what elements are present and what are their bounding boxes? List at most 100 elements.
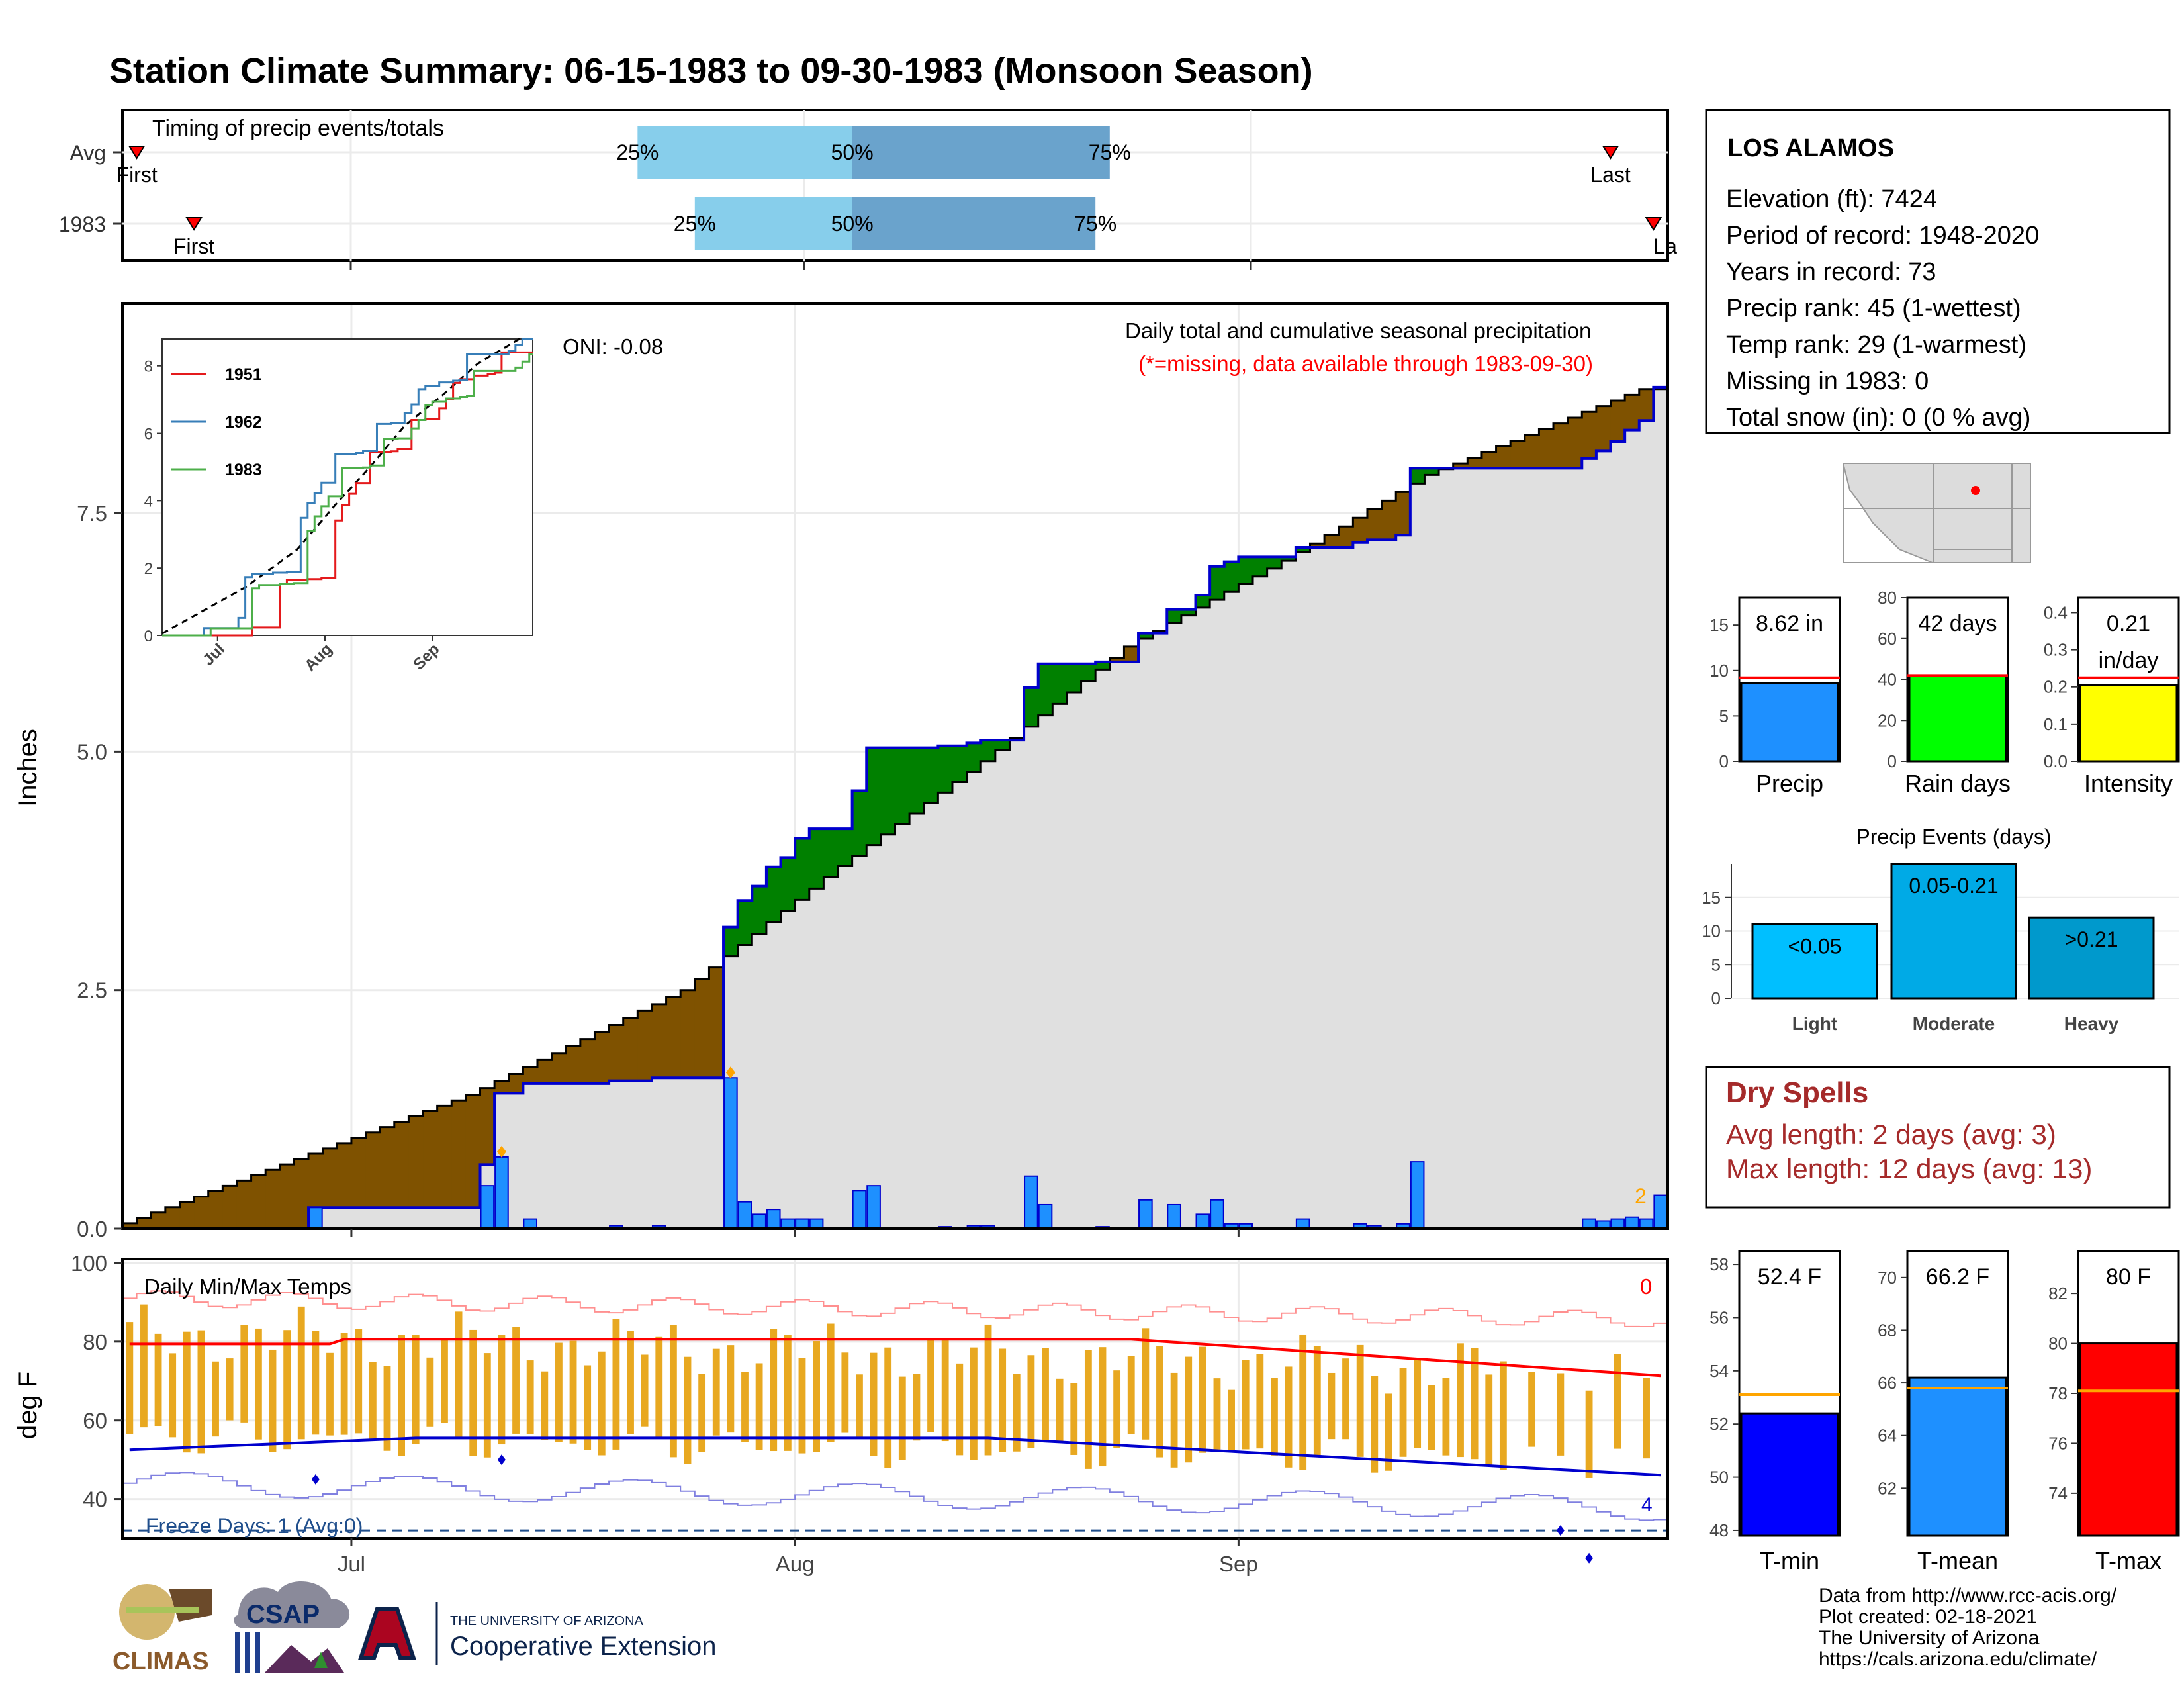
deficit-fill <box>236 1180 252 1229</box>
dry-spells-max: Max length: 12 days (avg: 13) <box>1726 1153 2092 1184</box>
deficit-fill <box>365 1132 381 1208</box>
events-bar-label: Moderate <box>1913 1013 1995 1034</box>
avg-cumulative-line <box>122 388 1668 1225</box>
deficit-fill <box>279 1164 295 1229</box>
daily-precip-bar <box>1582 1218 1596 1230</box>
daily-temp-bar <box>813 1341 820 1452</box>
csap-logo-text: CSAP <box>246 1600 320 1629</box>
temp-summary-label: T-max <box>2095 1547 2161 1574</box>
daily-temp-bar <box>355 1329 363 1434</box>
daily-precip-bar <box>866 1185 881 1229</box>
daily-temp-bar <box>741 1372 749 1442</box>
deficit-fill <box>1567 417 1582 469</box>
daily-precip-bar <box>809 1218 824 1230</box>
avg-tmin-line <box>129 1436 1661 1477</box>
season-summary-bars: 0 5 10 15 8.62 in Precip 0 20 40 60 80 42 days Rain … <box>1709 588 2180 797</box>
daily-temp-bar <box>526 1360 534 1435</box>
daily-temp-bar <box>1328 1372 1336 1440</box>
daily-temp-bar <box>297 1306 305 1440</box>
mini-bar-tick-label: 0.2 <box>2044 677 2068 697</box>
events-bar-value-label: <0.05 <box>1788 934 1842 958</box>
mini-bar-tick-label: 0 <box>1888 751 1897 771</box>
deficit-fill <box>551 1053 567 1084</box>
timing-iqr-low <box>637 126 852 179</box>
temp-summary-value-bar <box>2079 1342 2178 1537</box>
temp-panel: 40 60 80 100 Jul Aug Sep Daily Min/Max Temps 0… <box>13 1251 1669 1576</box>
deficit-fill <box>1582 412 1597 459</box>
deficit-fill <box>566 1046 581 1084</box>
daily-temp-bar <box>1557 1373 1565 1456</box>
events-bar <box>2028 916 2155 1000</box>
daily-precip-bar <box>723 1077 738 1230</box>
daily-precip-bar <box>480 1185 495 1229</box>
mini-bar-tick-label: 0.3 <box>2044 640 2068 660</box>
mini-bar-tick-label: 60 <box>1878 629 1897 649</box>
daily-temp-bar <box>1228 1389 1235 1451</box>
freeze-right-label: 4 <box>1641 1494 1653 1516</box>
mini-bar-tick-label: 0.1 <box>2044 714 2068 734</box>
temp-summary-label: T-mean <box>1917 1547 1998 1574</box>
surplus-fill <box>909 747 925 814</box>
daily-temp-bar <box>1371 1376 1379 1473</box>
temp-summary-value-label: 52.4 F <box>1758 1264 1821 1289</box>
daily-temp-bar <box>326 1352 334 1436</box>
mini-bar-value-label: 42 days <box>1918 611 1997 636</box>
footer-line: Data from http://www.rcc-acis.org/ <box>1819 1585 2117 1607</box>
deficit-fill <box>1553 423 1569 469</box>
daily-precip-bar <box>1195 1213 1210 1230</box>
csap-logo: CSAP <box>234 1581 350 1673</box>
deficit-fill <box>465 1095 481 1208</box>
precip-corner-label: 2 <box>1635 1184 1647 1208</box>
inset-ytick-label: 4 <box>144 492 153 510</box>
daily-temp-bar <box>498 1335 506 1445</box>
daily-temp-bar <box>970 1347 978 1460</box>
record-marker <box>725 1066 735 1079</box>
daily-temp-bar <box>927 1339 934 1432</box>
inset-ytick-label: 8 <box>144 358 153 376</box>
daily-temp-bar <box>1471 1348 1479 1460</box>
surplus-fill <box>1181 609 1197 616</box>
daily-temp-bar <box>1399 1368 1407 1457</box>
deficit-fill <box>1639 389 1654 421</box>
deficit-fill <box>1396 492 1411 536</box>
surplus-fill <box>1066 663 1082 693</box>
surplus-fill <box>1095 661 1111 670</box>
deficit-fill <box>251 1175 266 1229</box>
deficit-fill <box>222 1186 238 1229</box>
page-title: Station Climate Summary: 06-15-1983 to 0… <box>109 51 1313 91</box>
temp-ytick-label: 80 <box>83 1330 107 1354</box>
daily-temp-bar <box>1285 1366 1293 1468</box>
daily-temp-bar <box>183 1331 191 1453</box>
deficit-fill <box>709 967 724 1078</box>
daily-temp-bar <box>798 1358 806 1454</box>
temp-ytick-label: 100 <box>71 1251 107 1276</box>
daily-precip-bar <box>1639 1218 1654 1230</box>
temp-summary-tick-label: 50 <box>1709 1468 1729 1487</box>
deficit-fill <box>623 1017 638 1081</box>
daily-precip-bar <box>1038 1203 1053 1230</box>
inset-legend-label: 1983 <box>225 461 262 479</box>
daily-temp-bar <box>999 1348 1007 1452</box>
deficit-fill <box>136 1217 152 1229</box>
daily-temp-bar <box>1127 1356 1135 1434</box>
temp-summary-value-label: 66.2 F <box>1926 1264 1989 1289</box>
footer-line: https://cals.arizona.edu/climate/ <box>1819 1648 2097 1670</box>
deficit-fill <box>1109 658 1125 662</box>
daily-temp-bar <box>1070 1383 1078 1455</box>
mini-bar-label: Intensity <box>2084 770 2173 797</box>
surplus-fill <box>723 927 739 957</box>
inset-series-line <box>162 338 533 637</box>
temp-summary-tick-label: 54 <box>1709 1361 1729 1381</box>
daily-temp-bar <box>240 1325 248 1423</box>
daily-temp-bar <box>1485 1374 1493 1466</box>
daily-temp-bar <box>956 1363 964 1456</box>
timing-p50-label: 50% <box>831 140 874 164</box>
daily-temp-bar <box>770 1329 778 1452</box>
daily-temp-bar <box>898 1376 906 1460</box>
deficit-fill <box>151 1212 166 1229</box>
surplus-fill <box>966 743 981 772</box>
daily-temp-bar <box>412 1335 420 1444</box>
temp-record-marker <box>1556 1525 1565 1536</box>
daily-temp-bar <box>369 1362 377 1439</box>
